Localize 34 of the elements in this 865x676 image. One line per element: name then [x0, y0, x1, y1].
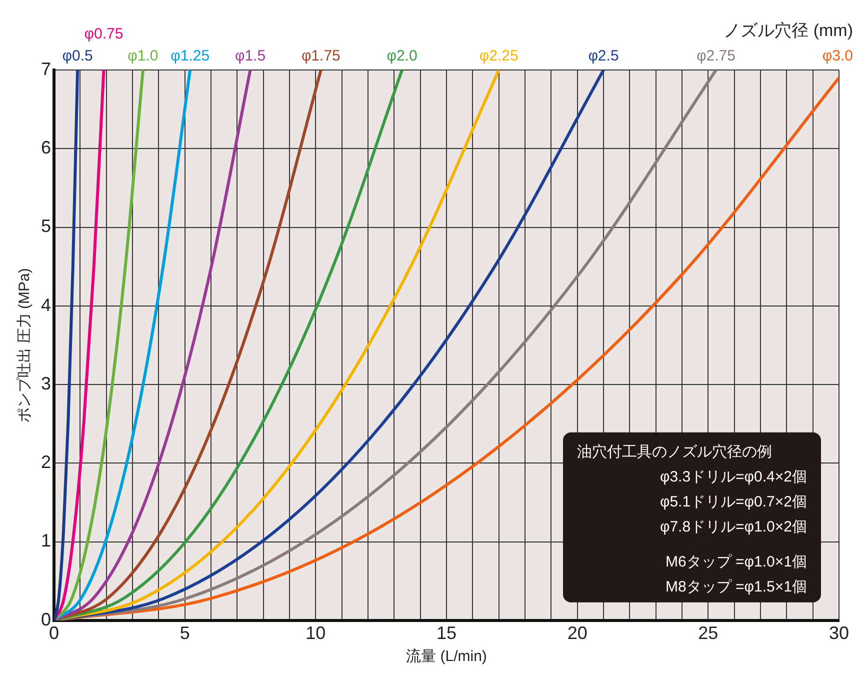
- y-tick-label: 4: [40, 294, 52, 315]
- text: φ0.75: [84, 26, 124, 43]
- x-tick-label: 30: [828, 623, 850, 644]
- y-tick-label: 7: [40, 58, 52, 79]
- x-axis-title: 流量 (L/min): [406, 648, 487, 666]
- series-label: φ1.0: [128, 48, 158, 65]
- y-tick-label: 3: [40, 373, 52, 394]
- y-tick-label: 0: [40, 609, 52, 630]
- series-label: φ1.75: [301, 48, 340, 65]
- series-label: φ2.25: [479, 48, 518, 65]
- series-label: φ1.5: [234, 48, 266, 65]
- series-label: φ0.5: [62, 48, 93, 65]
- legend-title: ノズル穴径 (mm): [724, 21, 853, 40]
- annotation: 油穴付工具のノズル穴径の例: [577, 444, 772, 461]
- series-label: φ2.5: [588, 48, 619, 65]
- y-tick-label: 1: [40, 530, 52, 551]
- annotation: φ3.3ドリル=φ0.4×2個: [660, 468, 807, 486]
- series-label: φ2.0: [386, 48, 418, 65]
- x-tick-label: 10: [306, 623, 326, 644]
- y-tick-label: 6: [40, 138, 52, 158]
- annotation: M8タップ =φ1.5×1個: [666, 578, 807, 596]
- y-axis-title: ポンプ吐出 圧力 (MPa): [16, 268, 34, 422]
- y-tick-label: 5: [40, 216, 52, 236]
- x-tick-label: 15: [436, 623, 457, 644]
- annotation: M6タップ =φ1.0×1個: [666, 554, 807, 571]
- x-tick-label: 20: [567, 623, 588, 644]
- annotation: φ7.8ドリル=φ1.0×2個: [660, 518, 807, 536]
- series-label: φ2.75: [696, 48, 736, 65]
- x-tick-label: 25: [698, 623, 718, 644]
- y-tick-label: 2: [40, 452, 52, 472]
- series-label: φ1.25: [170, 48, 210, 65]
- x-tick-label: 5: [180, 623, 190, 644]
- series-label: φ3.0: [822, 48, 854, 65]
- annotation: φ5.1ドリル=φ0.7×2個: [660, 494, 807, 511]
